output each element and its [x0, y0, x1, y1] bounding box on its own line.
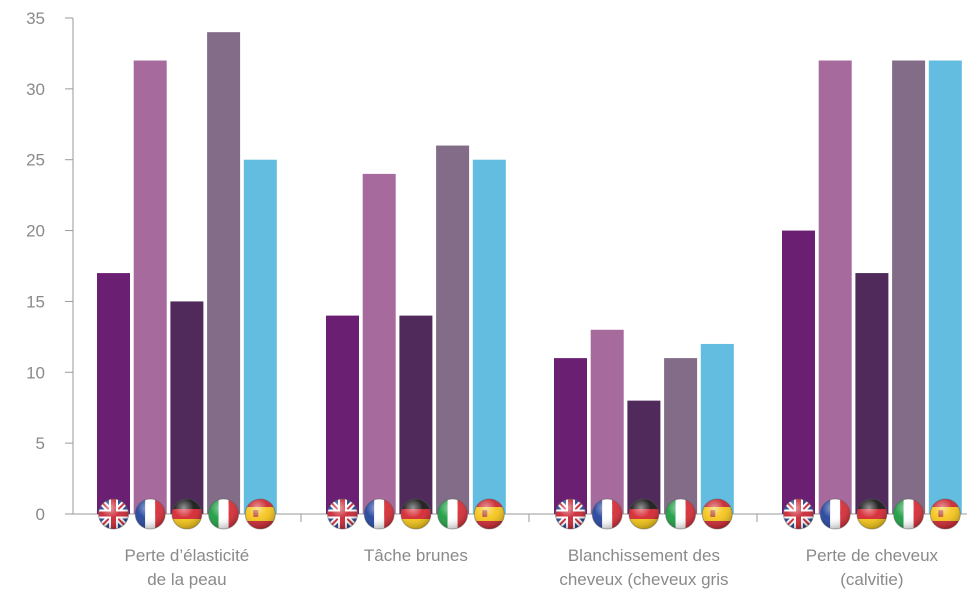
- bar: [818, 60, 852, 515]
- bar: [892, 60, 926, 515]
- france-flag-icon: [363, 498, 395, 530]
- uk-flag-icon: [98, 498, 129, 530]
- bar-layer: [97, 32, 962, 515]
- spain-flag-icon: [244, 498, 276, 530]
- france-flag-icon: [819, 498, 851, 530]
- bar: [855, 273, 889, 514]
- germany-flag-icon: [400, 498, 432, 530]
- italy-flag-icon: [665, 498, 697, 530]
- y-tick-label: 0: [36, 505, 45, 524]
- bar: [133, 60, 167, 515]
- bar: [243, 159, 277, 514]
- bar: [326, 315, 359, 514]
- italy-flag-icon: [208, 498, 240, 530]
- y-tick-label: 25: [26, 151, 45, 170]
- bar: [590, 329, 624, 514]
- bar: [782, 230, 815, 515]
- italy-flag-icon: [893, 498, 925, 530]
- x-category-label-line: de la peau: [147, 570, 226, 589]
- y-tick-label: 30: [26, 80, 45, 99]
- bar: [554, 358, 587, 514]
- bar: [627, 400, 661, 514]
- bar: [97, 273, 130, 514]
- x-category-label-line: Tâche brunes: [364, 546, 468, 565]
- bar: [664, 358, 698, 514]
- uk-flag-icon: [783, 498, 814, 530]
- bar: [472, 159, 506, 514]
- bar: [207, 32, 241, 515]
- x-category-label-line: cheveux (cheveux gris: [559, 570, 728, 589]
- germany-flag-icon: [171, 498, 203, 530]
- bar: [399, 315, 433, 514]
- x-category-label: Perte de cheveux (calvitie): [806, 546, 939, 589]
- spain-flag-icon: [701, 498, 733, 530]
- flag-layer: [98, 498, 961, 530]
- x-category-label-line: Blanchissement des: [568, 546, 720, 565]
- x-category-label-line: (calvitie): [840, 570, 903, 589]
- category-label-layer: Perte d’élasticité de la peau Tâche brunes…: [125, 546, 939, 589]
- bar: [700, 343, 734, 514]
- x-category-label-line: Perte de cheveux: [806, 546, 939, 565]
- spain-flag-icon: [929, 498, 961, 530]
- bar: [170, 301, 204, 514]
- uk-flag-icon: [555, 498, 586, 530]
- spain-flag-icon: [473, 498, 505, 530]
- x-category-label: Blanchissement des cheveux (cheveux gris: [559, 546, 728, 589]
- germany-flag-icon: [856, 498, 888, 530]
- y-tick-label: 20: [26, 222, 45, 241]
- y-tick-label: 5: [36, 434, 45, 453]
- bar: [436, 145, 470, 515]
- italy-flag-icon: [437, 498, 469, 530]
- y-tick-label: 10: [26, 363, 45, 382]
- x-category-label-line: Perte d’élasticité: [125, 546, 250, 565]
- bar: [928, 60, 962, 515]
- uk-flag-icon: [327, 498, 358, 530]
- y-tick-label: 35: [26, 9, 45, 28]
- germany-flag-icon: [628, 498, 660, 530]
- y-tick-label: 15: [26, 292, 45, 311]
- france-flag-icon: [134, 498, 166, 530]
- x-category-label: Perte d’élasticité de la peau: [125, 546, 250, 589]
- bar: [362, 173, 396, 514]
- france-flag-icon: [591, 498, 623, 530]
- x-category-label: Tâche brunes: [364, 546, 468, 565]
